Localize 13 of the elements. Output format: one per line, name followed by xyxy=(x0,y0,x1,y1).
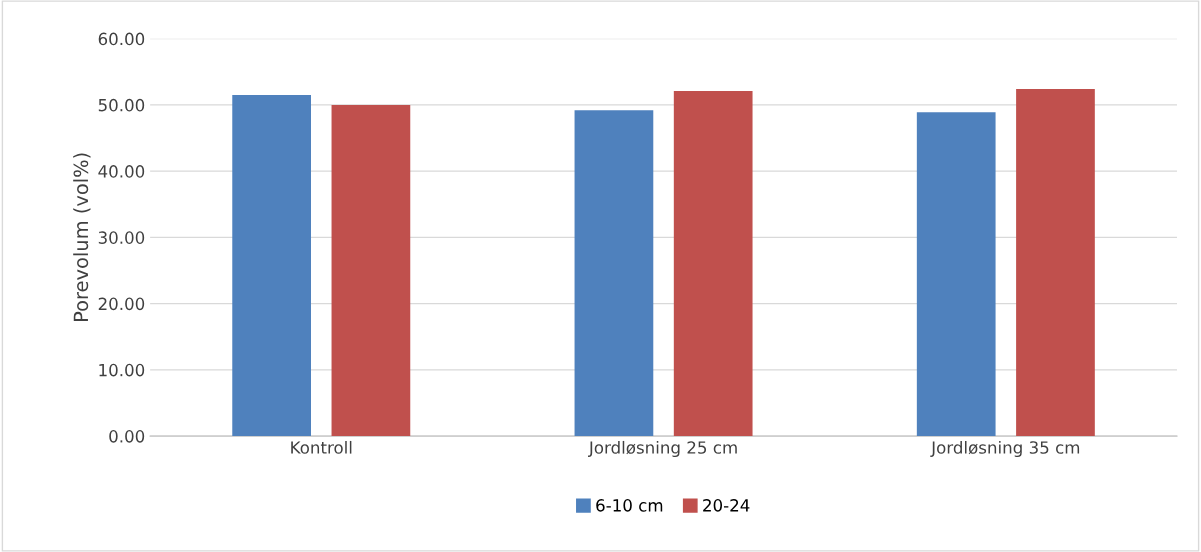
y-tick-label: 50.00 xyxy=(98,98,145,112)
y-tick-label: 40.00 xyxy=(98,165,145,178)
y-tick-label: 60.00 xyxy=(98,32,145,46)
legend-label: 6-10 cm xyxy=(596,499,663,512)
x-tick-label: Jordløsning 25 cm xyxy=(588,440,737,458)
y-tick-label: 0.00 xyxy=(109,430,145,443)
legend-label: 20-24 xyxy=(703,499,750,512)
y-tick-label: 10.00 xyxy=(99,363,145,377)
x-tick-label: Jordløsning 35 cm xyxy=(930,440,1080,458)
y-tick-label: 20.00 xyxy=(98,297,145,311)
y-tick-label: 30.00 xyxy=(98,231,145,244)
y-axis-title: Porevolum (vol%) xyxy=(73,153,91,322)
x-tick-label: Kontroll xyxy=(291,440,352,454)
